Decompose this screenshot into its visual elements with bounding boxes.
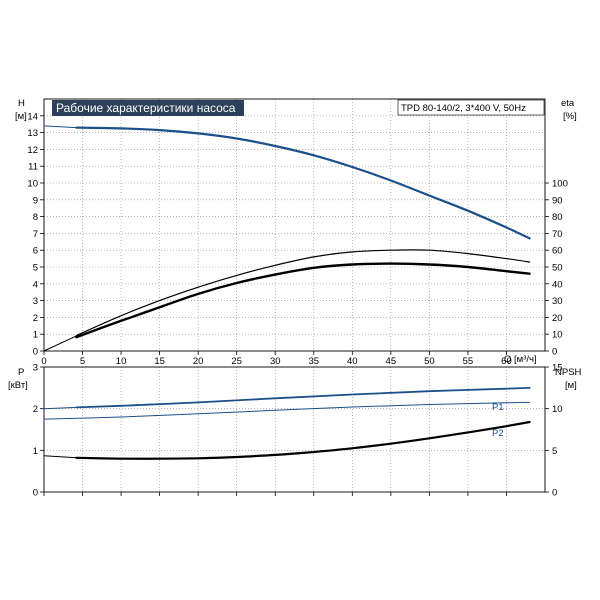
- x-tick-label: 0: [41, 356, 46, 367]
- y-left-tick-label: 5: [33, 263, 38, 274]
- npsh-tick-label: 0: [552, 488, 557, 499]
- bottom-plot-frame: [43, 366, 546, 493]
- top-series: [43, 125, 531, 352]
- series-head-ext-line: [43, 125, 77, 129]
- y-left-tick-label: 12: [27, 145, 38, 156]
- x-tick-label: 40: [347, 356, 358, 367]
- series-eta2-line: [75, 262, 531, 339]
- y-left-tick-label: 13: [27, 128, 38, 139]
- npsh-tick-label: 10: [552, 404, 563, 415]
- bottom-axis-ticks: 0 1 2 3 0 5 10 15: [33, 363, 563, 499]
- p-axis-unit: [кВт]: [8, 380, 28, 391]
- y-right-tick-label: 60: [552, 246, 563, 257]
- y-left-label: H: [18, 98, 25, 109]
- y-left-tick-label: 8: [33, 212, 38, 223]
- y-left-tick-label: 2: [33, 313, 38, 324]
- y-left-tick-label: 7: [33, 229, 38, 240]
- y-left-tick-label: 1: [33, 330, 38, 341]
- y-left-tick-label: 4: [33, 279, 38, 290]
- series-npsh-line: [75, 420, 531, 460]
- x-tick-label: 60: [501, 356, 512, 367]
- y-right-tick-label: 70: [552, 229, 563, 240]
- bottom-series: [43, 386, 531, 460]
- y-right-tick-label: 90: [552, 195, 563, 206]
- y-right-tick-label: 0: [552, 347, 557, 358]
- series-eta-ext-line: [43, 335, 77, 352]
- y-left-tick-label: 6: [33, 246, 38, 257]
- y-right-tick-label: 80: [552, 212, 563, 223]
- x-tick-label: 10: [116, 356, 127, 367]
- x-tick-label: 35: [308, 356, 319, 367]
- series-npsh-ext-line: [43, 455, 77, 459]
- x-tick-label: 55: [463, 356, 474, 367]
- y-right-label: eta: [561, 98, 575, 109]
- series-label-p2: P2: [492, 428, 504, 439]
- bottom-grid: [44, 366, 545, 492]
- series-p1-line: [75, 386, 531, 409]
- npsh-axis-label: NPSH: [555, 367, 582, 378]
- y-right-tick-label: 40: [552, 279, 563, 290]
- top-grid: [44, 98, 545, 351]
- y-right-tick-label: 20: [552, 313, 563, 324]
- npsh-tick-label: 15: [552, 363, 563, 374]
- x-tick-label: 20: [193, 356, 204, 367]
- x-tick-label: 5: [80, 356, 85, 367]
- y-right-tick-label: 30: [552, 296, 563, 307]
- top-plot-frame: [43, 98, 546, 352]
- pump-info: TPD 80-140/2, 3*400 V, 50Hz: [401, 103, 526, 114]
- y-left-tick-label: 14: [27, 111, 38, 122]
- y-left-tick-label: 3: [33, 296, 38, 307]
- y-right-tick-label: 10: [552, 330, 563, 341]
- x-tick-label: 15: [154, 356, 165, 367]
- x-tick-label: 50: [424, 356, 435, 367]
- series-p1-ext-line: [43, 406, 77, 410]
- y-left-tick-label: 9: [33, 195, 38, 206]
- p-tick-label: 2: [33, 404, 38, 415]
- y-left-tick-label: 10: [27, 179, 38, 190]
- pump-info-box: [397, 99, 545, 116]
- y-right-tick-label: 100: [552, 179, 568, 190]
- series-head-line: [75, 126, 531, 240]
- y-left-tick-label: 0: [33, 347, 38, 358]
- top-axis-ticks: 0 5 10 15 20 25 30 35 40 45 50 55 600123456789101112…: [27, 111, 567, 367]
- y-right-unit: [%]: [563, 111, 577, 122]
- p-axis-label: P: [18, 367, 24, 378]
- npsh-tick-label: 5: [552, 446, 557, 457]
- y-right-tick-label: 50: [552, 263, 563, 274]
- p-tick-label: 0: [33, 488, 38, 499]
- y-left-tick-label: 11: [28, 162, 38, 173]
- x-tick-label: 30: [270, 356, 281, 367]
- series-label-p1: P1: [492, 402, 504, 413]
- chart-title: Рабочие характеристики насоса: [56, 101, 236, 115]
- npsh-axis-unit: [м]: [565, 380, 577, 391]
- chart-title-box: [52, 100, 244, 116]
- p-tick-label: 1: [33, 446, 38, 457]
- y-left-unit: [м]: [15, 111, 27, 122]
- p-tick-label: 3: [33, 363, 38, 374]
- x-axis-label: Q [м³/ч]: [504, 354, 537, 365]
- x-tick-label: 25: [231, 356, 242, 367]
- series-p2-line: [43, 401, 531, 420]
- series-eta1-line: [75, 249, 531, 337]
- x-tick-label: 45: [386, 356, 397, 367]
